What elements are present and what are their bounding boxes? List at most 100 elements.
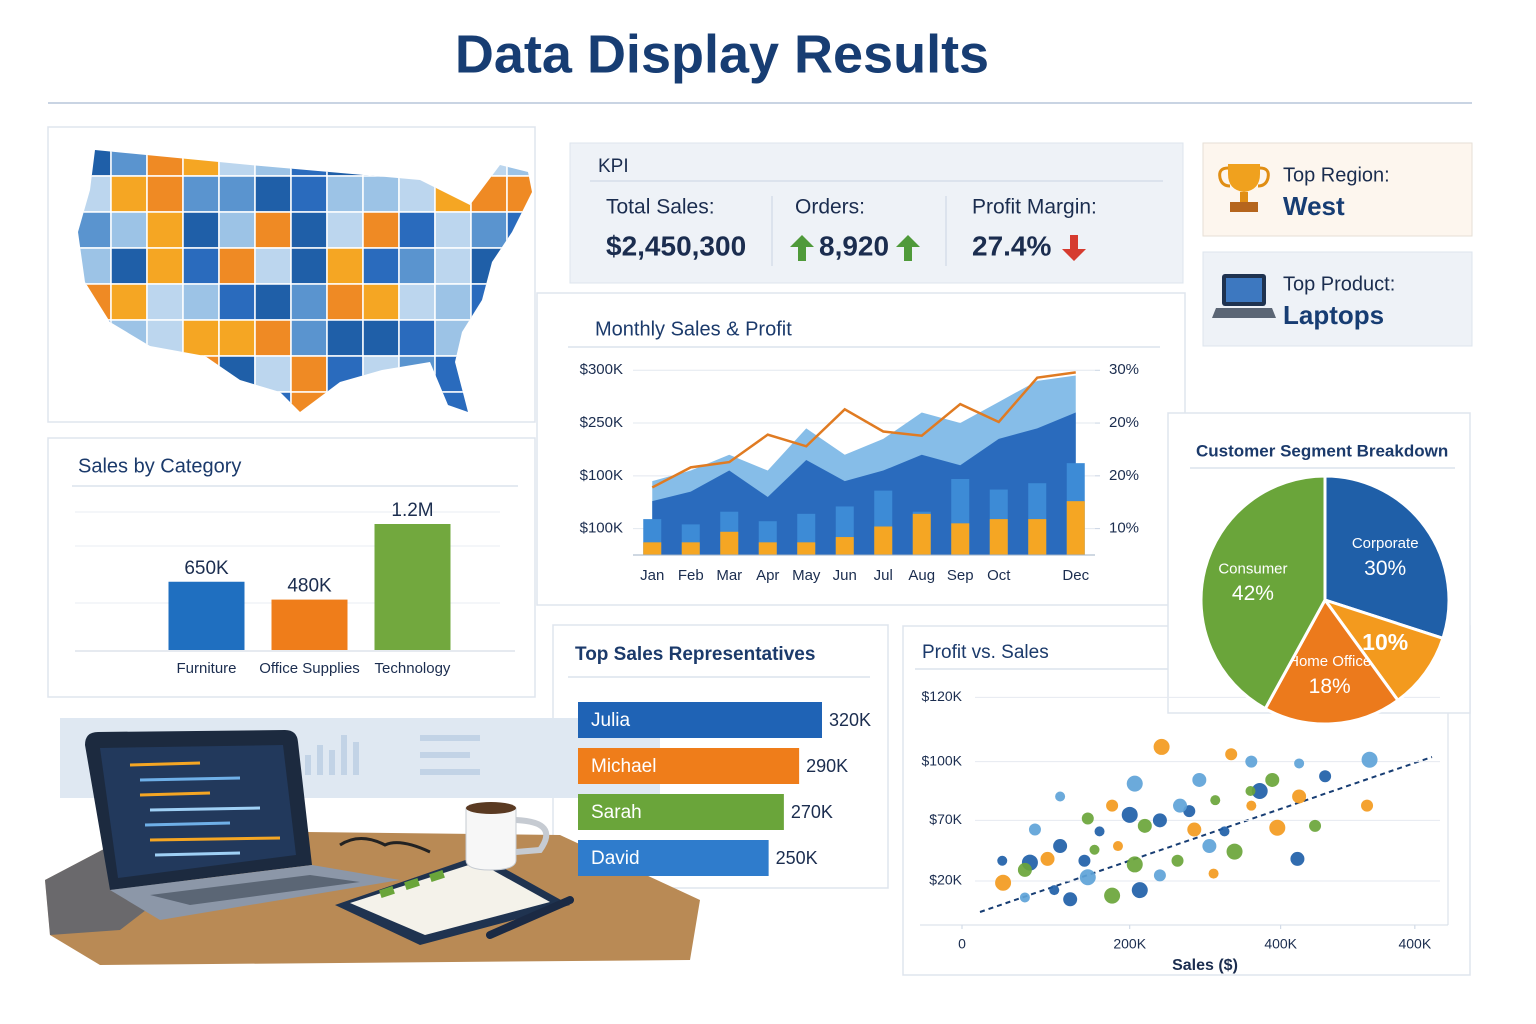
map-region bbox=[290, 247, 328, 285]
kpi-label: Orders: bbox=[795, 196, 865, 219]
map-region bbox=[290, 211, 328, 249]
scatter-point bbox=[1226, 843, 1243, 860]
map-region bbox=[326, 247, 364, 285]
chart-title: Customer Segment Breakdown bbox=[1196, 441, 1448, 460]
up-arrow bbox=[896, 235, 920, 261]
scatter-point bbox=[1017, 862, 1032, 877]
map-region bbox=[398, 283, 436, 321]
scatter-point bbox=[1137, 818, 1152, 833]
map-region bbox=[290, 283, 328, 321]
scatter-point bbox=[1104, 887, 1121, 904]
bar bbox=[720, 531, 739, 555]
y-tick-label: $20K bbox=[929, 872, 962, 888]
map-region bbox=[146, 283, 184, 321]
y2-tick-label: 10% bbox=[1109, 520, 1139, 537]
scatter-point bbox=[1290, 851, 1305, 866]
x-tick-label: 0 bbox=[958, 936, 966, 952]
slice-label: Corporate bbox=[1352, 535, 1419, 552]
map-region bbox=[254, 211, 292, 249]
scatter-point bbox=[1153, 869, 1166, 882]
scatter-point bbox=[1121, 806, 1138, 823]
scatter-point bbox=[1292, 789, 1307, 804]
map-region bbox=[326, 175, 364, 213]
map-region bbox=[254, 319, 292, 357]
value-label: 320K bbox=[829, 710, 871, 730]
x-tick-label: Oct bbox=[987, 567, 1011, 584]
highlight-label: Top Region: bbox=[1283, 164, 1390, 186]
value-label: 480K bbox=[287, 576, 332, 597]
scatter-point bbox=[1361, 751, 1378, 768]
laptop-display bbox=[100, 745, 296, 878]
bar bbox=[912, 513, 931, 555]
scatter-point bbox=[1055, 791, 1066, 802]
highlight-value: Laptops bbox=[1283, 300, 1384, 330]
bar bbox=[1066, 501, 1085, 555]
kpi-panel bbox=[569, 142, 1184, 284]
x-tick-label: Mar bbox=[716, 567, 742, 584]
scatter-point bbox=[1040, 851, 1055, 866]
x-tick-label: Feb bbox=[678, 567, 704, 584]
slice-value: 30% bbox=[1364, 557, 1406, 580]
scatter-point bbox=[997, 855, 1008, 866]
bar-label: Michael bbox=[591, 756, 656, 777]
map-region bbox=[110, 175, 148, 213]
notepad-page bbox=[350, 862, 550, 935]
kpi-label: Total Sales: bbox=[606, 196, 715, 219]
scatter-point bbox=[1269, 819, 1286, 836]
scatter-point bbox=[1126, 856, 1143, 873]
scatter-point bbox=[1126, 775, 1143, 792]
pen bbox=[486, 896, 574, 939]
y-tick-label: $250K bbox=[580, 414, 623, 431]
scatter-point bbox=[1171, 854, 1184, 867]
check bbox=[404, 878, 420, 890]
bar-label: Sarah bbox=[591, 802, 642, 823]
scatter-point bbox=[1089, 844, 1100, 855]
bar bbox=[1028, 519, 1047, 555]
chart-title: Monthly Sales & Profit bbox=[595, 318, 792, 340]
code-lines bbox=[129, 761, 281, 857]
map-region bbox=[434, 283, 472, 321]
trophy-icon bbox=[1228, 164, 1260, 192]
coffee bbox=[466, 802, 516, 814]
map-region bbox=[254, 247, 292, 285]
scatter-point bbox=[1079, 869, 1096, 886]
bar bbox=[951, 523, 970, 555]
kpi-value: $2,450,300 bbox=[606, 230, 746, 261]
y2-tick-label: 20% bbox=[1109, 414, 1139, 431]
x-tick-label: Sep bbox=[947, 567, 974, 584]
kpi-heading: KPI bbox=[598, 156, 629, 177]
bar bbox=[374, 524, 451, 650]
scatter-point bbox=[1081, 812, 1094, 825]
y2-tick-label: 20% bbox=[1109, 467, 1139, 484]
scatter-point bbox=[1265, 772, 1280, 787]
scatter-point bbox=[1251, 782, 1268, 799]
map-region bbox=[254, 175, 292, 213]
scatter-point bbox=[1053, 839, 1068, 854]
value-label: 250K bbox=[776, 848, 818, 868]
map-region bbox=[326, 211, 364, 249]
scatter-point bbox=[1319, 770, 1332, 783]
y-tick-label: $120K bbox=[922, 688, 963, 704]
x-tick-label: Technology bbox=[375, 660, 451, 677]
scatter-point bbox=[1187, 822, 1202, 837]
highlight-value: West bbox=[1283, 191, 1345, 221]
map-region bbox=[146, 247, 184, 285]
map-region bbox=[254, 283, 292, 321]
y-tick-label: $300K bbox=[580, 361, 623, 378]
pie-slice bbox=[1263, 597, 1400, 726]
chart-title: Top Sales Representatives bbox=[575, 644, 815, 665]
map-region bbox=[110, 211, 148, 249]
map-region bbox=[218, 247, 256, 285]
map-region bbox=[146, 175, 184, 213]
map-region bbox=[146, 211, 184, 249]
x-tick-label: Apr bbox=[756, 567, 779, 584]
bar bbox=[681, 542, 700, 555]
bar bbox=[578, 794, 784, 830]
map-region bbox=[434, 247, 472, 285]
check bbox=[429, 870, 445, 882]
kpi-label: Profit Margin: bbox=[972, 196, 1097, 219]
scatter-point bbox=[1019, 892, 1030, 903]
map-region bbox=[290, 175, 328, 213]
map-region bbox=[326, 283, 364, 321]
